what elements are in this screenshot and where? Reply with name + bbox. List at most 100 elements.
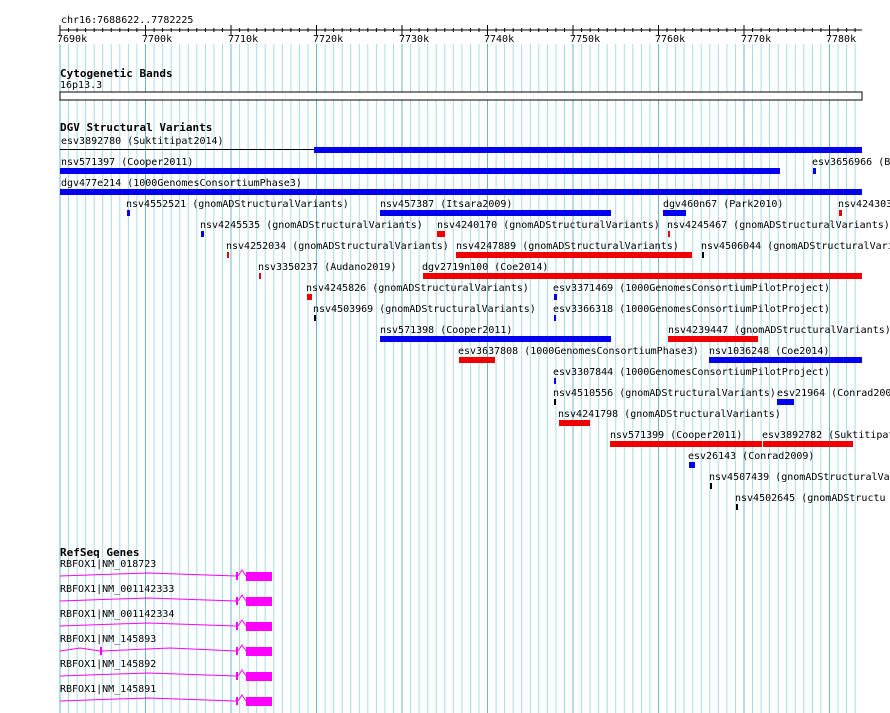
tick-label: 7700k — [142, 34, 173, 45]
dgv-feature-label[interactable]: esv3371469 (1000GenomesConsortiumPilotPr… — [553, 283, 830, 294]
refseq-gene-model[interactable] — [60, 619, 290, 633]
dgv-feature-bar[interactable] — [777, 399, 794, 405]
dgv-feature-label[interactable]: dgv460n67 (Park2010) — [663, 199, 784, 210]
refseq-gene-model[interactable] — [60, 594, 290, 608]
refseq-gene-label[interactable]: RBFOX1|NM_018723 — [60, 559, 157, 570]
dgv-feature-label[interactable]: esv3366318 (1000GenomesConsortiumPilotPr… — [553, 304, 830, 315]
dgv-feature-label[interactable]: nsv4239447 (gnomADStructuralVariants) — [668, 325, 890, 336]
dgv-feature-label[interactable]: nsv571398 (Cooper2011) — [380, 325, 513, 336]
dgv-feature-bar[interactable] — [668, 336, 758, 342]
dgv-feature-label[interactable]: nsv4240170 (gnomADStructuralVariants) — [437, 220, 660, 231]
dgv-feature-bar[interactable] — [663, 210, 686, 216]
gene-exon — [236, 597, 238, 605]
dgv-feature-bar[interactable] — [127, 210, 130, 216]
dgv-feature-label[interactable]: esv3892782 (Suktitipat — [762, 430, 890, 441]
dgv-feature-label[interactable]: nsv4507439 (gnomADStructuralVar — [709, 472, 890, 483]
gene-intron — [237, 619, 247, 627]
dgv-feature-label[interactable]: nsv4510556 (gnomADStructuralVariants) — [553, 388, 776, 399]
dgv-feature-label[interactable]: esv3307844 (1000GenomesConsortiumPilotPr… — [553, 367, 830, 378]
gene-intron — [60, 572, 237, 577]
dgv-feature-bar[interactable] — [710, 483, 712, 489]
dgv-feature-label[interactable]: nsv4252034 (gnomADStructuralVariants) — [226, 241, 449, 252]
dgv-feature-label[interactable]: esv26143 (Conrad2009) — [688, 451, 815, 462]
refseq-gene-label[interactable]: RBFOX1|NM_145893 — [60, 634, 157, 645]
dgv-feature-bar[interactable] — [610, 441, 762, 447]
dgv-feature-label[interactable]: nsv4503969 (gnomADStructuralVariants) — [313, 304, 536, 315]
dgv-feature-label[interactable]: nsv457387 (Itsara2009) — [380, 199, 513, 210]
dgv-feature-label[interactable]: nsv4506044 (gnomADStructuralVari — [701, 241, 890, 252]
dgv-feature-bar[interactable] — [554, 399, 556, 405]
refseq-gene-label[interactable]: RBFOX1|NM_001142333 — [60, 584, 175, 595]
dgv-feature-bar[interactable] — [736, 504, 738, 510]
dgv-feature-bar[interactable] — [380, 336, 611, 342]
dgv-feature-bar[interactable] — [307, 294, 312, 300]
dgv-feature-label[interactable]: nsv3350237 (Audano2019) — [258, 262, 397, 273]
refseq-gene-label[interactable]: RBFOX1|NM_145891 — [60, 684, 157, 695]
dgv-feature-label[interactable]: nsv4245826 (gnomADStructuralVariants) — [306, 283, 529, 294]
dgv-feature-bar[interactable] — [437, 231, 445, 237]
dgv-feature-bar[interactable] — [702, 252, 704, 258]
dgv-feature-label[interactable]: esv3892780 (Suktitipat2014) — [61, 136, 224, 147]
dgv-feature-label[interactable]: dgv2719n100 (Coe2014) — [422, 262, 549, 273]
dgv-feature-bar[interactable] — [456, 252, 692, 258]
tick-label: 7690k — [57, 34, 88, 45]
dgv-feature-label[interactable]: nsv571399 (Cooper2011) — [610, 430, 743, 441]
dgv-feature-bar[interactable] — [763, 441, 853, 447]
dgv-feature-label[interactable]: nsv571397 (Cooper2011) — [61, 157, 194, 168]
gene-intron — [237, 594, 247, 602]
dgv-feature-bar[interactable] — [709, 357, 862, 363]
dgv-feature-label[interactable]: nsv4241798 (gnomADStructuralVariants) — [558, 409, 781, 420]
cytoband-label[interactable]: 16p13.3 — [60, 80, 103, 91]
dgv-feature-bar[interactable] — [201, 231, 204, 237]
dgv-feature-bar[interactable] — [668, 231, 670, 237]
gene-exon-utr — [246, 597, 272, 606]
cytoband-bar — [59, 91, 863, 101]
dgv-feature-bar[interactable] — [554, 294, 557, 300]
tick-label: 7730k — [399, 34, 430, 45]
dgv-feature-bar[interactable] — [380, 210, 611, 216]
dgv-feature-label[interactable]: nsv4552521 (gnomADStructuralVariants) — [126, 199, 349, 210]
dgv-feature-label[interactable]: nsv4245467 (gnomADStructuralVariants) — [667, 220, 890, 231]
refseq-track-title: RefSeq Genes — [60, 546, 140, 559]
refseq-gene-label[interactable]: RBFOX1|NM_145892 — [60, 659, 157, 670]
dgv-feature-bar[interactable] — [689, 462, 695, 468]
gene-exon-utr — [246, 647, 272, 656]
dgv-feature-label[interactable]: nsv4502645 (gnomADStructu — [735, 493, 886, 504]
dgv-feature-label[interactable]: nsv424303 — [838, 199, 890, 210]
dgv-feature-bar[interactable] — [459, 357, 495, 363]
gene-exon — [236, 572, 238, 580]
dgv-feature-bar[interactable] — [60, 168, 780, 174]
gene-intron — [60, 672, 237, 677]
dgv-feature-bar[interactable] — [314, 315, 316, 321]
dgv-feature-label[interactable]: esv3637808 (1000GenomesConsortiumPhase3) — [458, 346, 699, 357]
gene-exon — [236, 622, 238, 630]
ruler-coordinates: chr16:7688622..7782225 — [61, 15, 194, 26]
dgv-feature-label[interactable]: esv3656966 (B — [812, 157, 890, 168]
tick-label: 7760k — [655, 34, 686, 45]
dgv-feature-label[interactable]: dgv477e214 (1000GenomesConsortiumPhase3) — [61, 178, 302, 189]
refseq-gene-label[interactable]: RBFOX1|NM_001142334 — [60, 609, 175, 620]
dgv-feature-bar[interactable] — [554, 315, 556, 321]
dgv-feature-label[interactable]: esv21964 (Conrad200 — [777, 388, 890, 399]
refseq-gene-model[interactable] — [60, 694, 290, 708]
dgv-feature-bar[interactable] — [813, 168, 816, 174]
tick-label: 7780k — [826, 34, 857, 45]
dgv-feature-label[interactable]: nsv4247889 (gnomADStructuralVariants) — [456, 241, 679, 252]
dgv-feature-bar[interactable] — [559, 420, 590, 426]
dgv-feature-bar[interactable] — [60, 189, 862, 195]
cytoband-track-title: Cytogenetic Bands — [60, 67, 173, 80]
dgv-feature-bar[interactable] — [423, 273, 862, 279]
refseq-gene-model[interactable] — [60, 669, 290, 683]
dgv-feature-bar[interactable] — [554, 378, 556, 384]
dgv-feature-bar[interactable] — [314, 147, 862, 153]
dgv-feature-connector — [60, 149, 314, 150]
dgv-feature-bar[interactable] — [839, 210, 842, 216]
dgv-feature-label[interactable]: nsv4245535 (gnomADStructuralVariants) — [200, 220, 423, 231]
refseq-gene-model[interactable] — [60, 644, 290, 658]
dgv-feature-bar[interactable] — [227, 252, 229, 258]
gene-intron — [237, 644, 247, 652]
dgv-feature-bar[interactable] — [259, 273, 261, 279]
refseq-gene-model[interactable] — [60, 569, 290, 583]
dgv-feature-label[interactable]: nsv1036248 (Coe2014) — [709, 346, 830, 357]
gene-intron — [101, 647, 237, 652]
